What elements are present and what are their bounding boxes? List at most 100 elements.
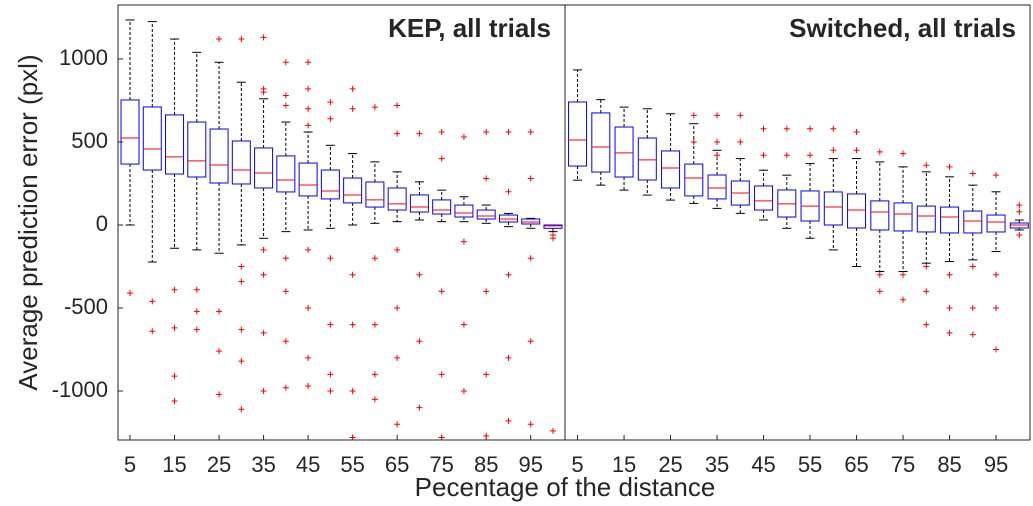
outlier xyxy=(282,338,289,345)
outlier xyxy=(505,188,512,195)
y-tick-label: -500 xyxy=(64,294,108,319)
box xyxy=(543,224,563,229)
outlier xyxy=(946,163,953,170)
outlier xyxy=(238,263,245,270)
outlier xyxy=(416,338,423,345)
box xyxy=(432,199,452,215)
outlier xyxy=(305,122,312,129)
outlier xyxy=(282,102,289,109)
outlier xyxy=(460,238,467,245)
outlier xyxy=(993,172,1000,179)
outlier xyxy=(969,170,976,177)
panel-title: KEP, all trials xyxy=(388,13,551,43)
outlier xyxy=(305,246,312,253)
outlier xyxy=(394,421,401,428)
outlier xyxy=(282,59,289,66)
outlier xyxy=(216,348,223,355)
x-tick-label: 65 xyxy=(844,452,868,477)
y-axis-label: Average prediction error (pxl) xyxy=(13,54,43,390)
box xyxy=(231,140,251,185)
plot-frame xyxy=(564,4,1031,441)
outlier xyxy=(714,138,721,145)
outlier xyxy=(260,34,267,41)
outlier xyxy=(305,59,312,66)
box xyxy=(707,174,727,200)
outlier xyxy=(349,271,356,278)
box xyxy=(120,99,140,165)
outlier xyxy=(923,263,930,270)
outlier xyxy=(900,271,907,278)
outlier xyxy=(193,308,200,315)
box xyxy=(343,177,363,204)
outlier xyxy=(527,129,534,136)
box xyxy=(963,210,983,234)
outlier xyxy=(305,105,312,112)
outlier xyxy=(149,298,156,305)
x-tick-label: 45 xyxy=(296,452,320,477)
x-tick-label: 85 xyxy=(474,452,498,477)
box xyxy=(142,106,162,171)
box xyxy=(409,194,429,213)
box xyxy=(387,187,407,211)
outlier xyxy=(260,246,267,253)
outlier xyxy=(714,152,721,159)
x-tick-label: 85 xyxy=(937,452,961,477)
box xyxy=(637,137,657,181)
outlier xyxy=(416,271,423,278)
outlier xyxy=(483,371,490,378)
outlier xyxy=(305,85,312,92)
box xyxy=(476,209,496,220)
outlier xyxy=(216,36,223,43)
outlier xyxy=(853,147,860,154)
outlier xyxy=(438,129,445,136)
outlier xyxy=(737,138,744,145)
box xyxy=(614,126,634,178)
outlier xyxy=(349,434,356,441)
x-tick-label: 55 xyxy=(340,452,364,477)
x-tick-label: 15 xyxy=(612,452,636,477)
panel-title: Switched, all trials xyxy=(789,13,1016,43)
x-tick-label: 35 xyxy=(251,452,275,477)
outlier xyxy=(549,235,556,242)
outlier xyxy=(394,130,401,137)
outlier xyxy=(876,288,883,295)
outlier xyxy=(830,125,837,132)
outlier xyxy=(371,255,378,262)
outlier xyxy=(483,129,490,136)
y-tick-label: 1000 xyxy=(59,45,108,70)
outlier xyxy=(946,271,953,278)
outlier xyxy=(505,354,512,361)
outlier xyxy=(282,384,289,391)
x-tick-label: 25 xyxy=(658,452,682,477)
x-axis-label: Pecentage of the distance xyxy=(415,472,716,502)
outlier xyxy=(193,326,200,333)
box xyxy=(276,155,296,193)
outlier xyxy=(690,138,697,145)
x-tick-label: 95 xyxy=(518,452,542,477)
x-tick-label: 45 xyxy=(751,452,775,477)
outlier xyxy=(193,286,200,293)
outlier xyxy=(371,396,378,403)
outlier xyxy=(527,338,534,345)
x-tick-label: 95 xyxy=(984,452,1008,477)
outlier xyxy=(807,152,814,159)
outlier xyxy=(923,288,930,295)
outlier xyxy=(327,115,334,122)
outlier xyxy=(946,305,953,312)
box xyxy=(893,202,913,232)
outlier xyxy=(900,296,907,303)
x-tick-label: 55 xyxy=(798,452,822,477)
outlier xyxy=(438,155,445,162)
outlier xyxy=(171,286,178,293)
outlier xyxy=(327,388,334,395)
outlier xyxy=(238,358,245,365)
outlier xyxy=(1016,202,1023,209)
outlier xyxy=(807,125,814,132)
box xyxy=(365,181,385,208)
outlier xyxy=(171,324,178,331)
box xyxy=(870,200,890,231)
outlier xyxy=(760,152,767,159)
box xyxy=(568,101,588,167)
outlier xyxy=(371,371,378,378)
outlier xyxy=(483,432,490,439)
